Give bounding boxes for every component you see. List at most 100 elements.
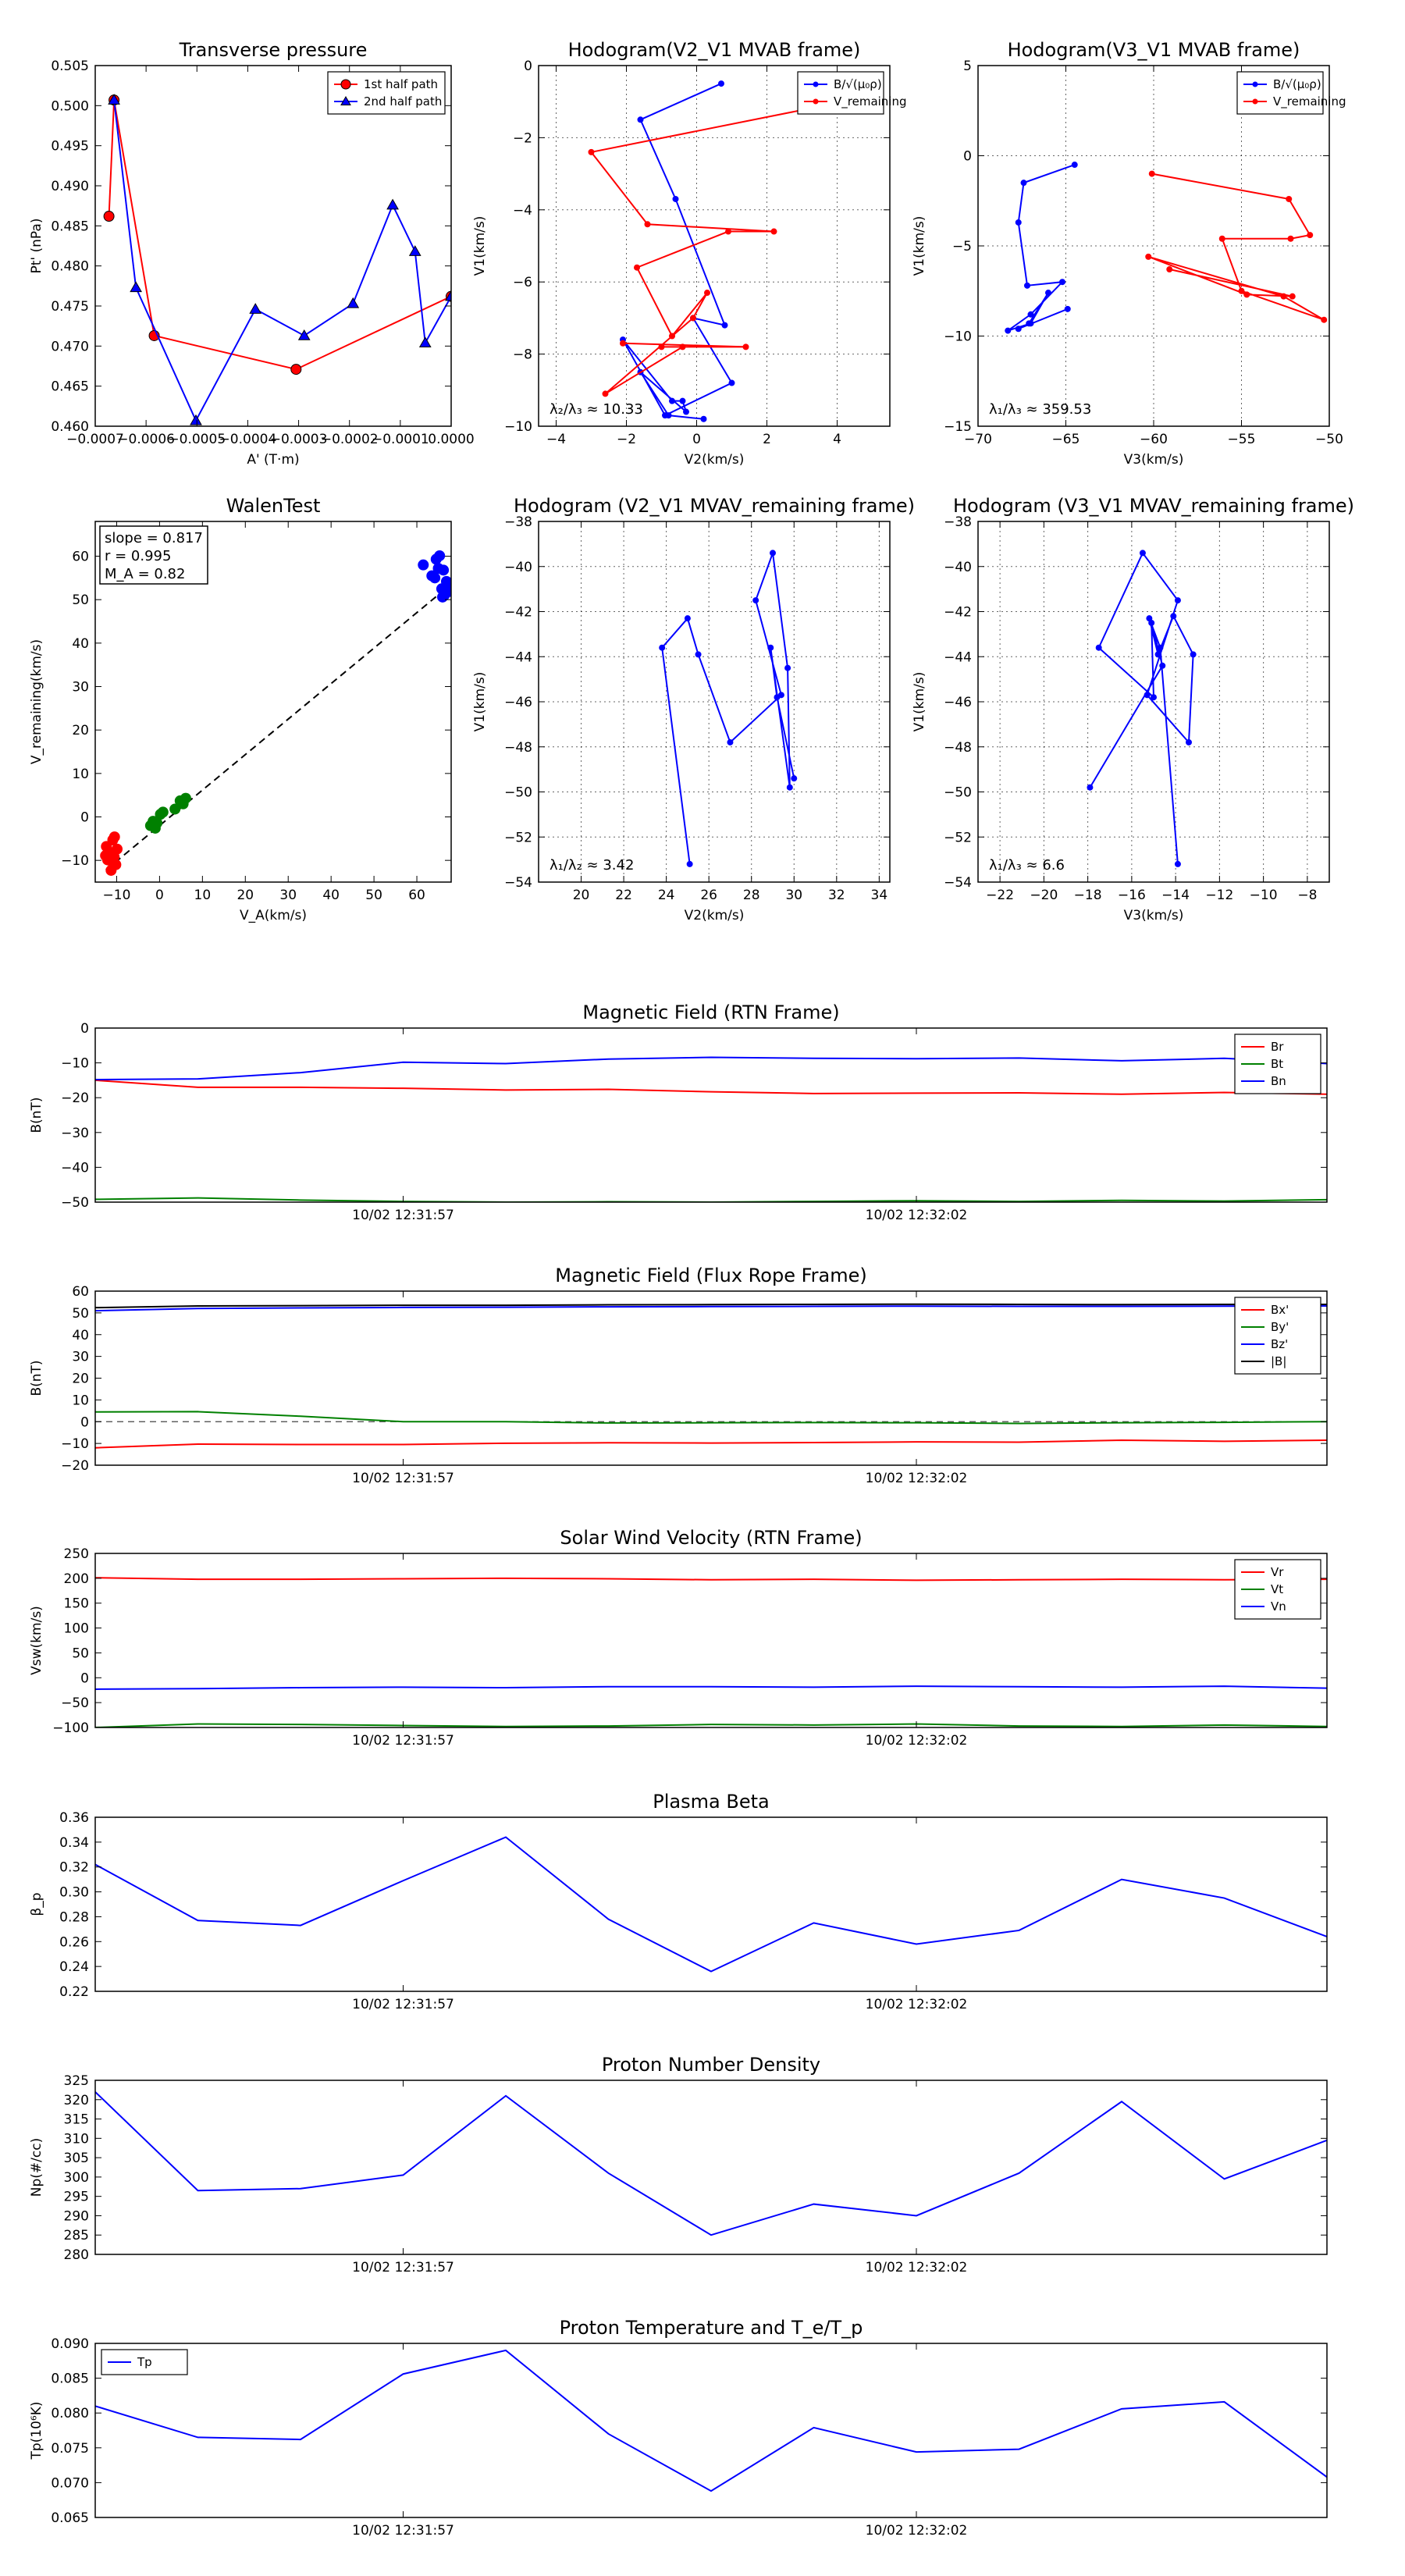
axes-frame	[94, 1816, 1328, 1992]
legend: Br Bt Bn	[1234, 1034, 1321, 1094]
series-0-point	[1015, 326, 1022, 333]
y-tick-label: −10	[61, 1056, 89, 1072]
y-axis-label: V1(km/s)	[912, 216, 927, 276]
chart-solar-wind-velocity: 10/02 12:31:57 10/02 12:32:02 −100 −50 0 50 10…	[29, 1527, 1328, 1749]
y-tick-label: −42	[504, 605, 532, 621]
legend-label: Bx'	[1271, 1303, 1289, 1317]
fit-line	[105, 585, 450, 871]
y-tick-label: 310	[64, 2131, 89, 2147]
series-0-line	[95, 2091, 1327, 2236]
data-layer	[95, 1836, 1327, 1973]
y-tick-label: 285	[64, 2228, 89, 2243]
y-tick-label: 200	[64, 1571, 89, 1587]
x-tick-label: −0.0003	[270, 432, 328, 447]
y-tick-label: 0.070	[51, 2475, 89, 2491]
y-axis-label: β_p	[29, 1892, 44, 1916]
x-tick-label: 4	[833, 432, 841, 447]
x-axis-label: V3(km/s)	[1124, 908, 1184, 923]
x-tick-label: −18	[1074, 888, 1102, 903]
series-1-point	[347, 297, 360, 308]
series-0-point	[1170, 613, 1177, 620]
y-tick-label: −50	[504, 785, 532, 801]
data-layer	[1087, 550, 1197, 867]
series-0-point	[1144, 692, 1151, 699]
y-tick-label: 0.065	[51, 2510, 89, 2526]
axes-frame	[94, 521, 452, 883]
y-tick-label: −48	[944, 740, 972, 756]
series-2-point	[434, 550, 446, 561]
data-layer	[659, 550, 798, 867]
x-tick-label: 32	[828, 888, 845, 903]
data-layer	[95, 1303, 1327, 1449]
chart-title: Hodogram(V2_V1 MVAB frame)	[568, 39, 861, 61]
y-axis-label: V_remaining(km/s)	[29, 639, 44, 764]
series-0-point	[108, 831, 120, 843]
legend-marker	[340, 95, 351, 105]
y-tick-label: −46	[504, 695, 532, 710]
x-tick-label: −0.0005	[168, 432, 226, 447]
x-tick-label: −0.0004	[219, 432, 277, 447]
y-tick-label: −20	[61, 1458, 89, 1474]
y-tick-label: −30	[61, 1126, 89, 1141]
y-tick-label: 0.34	[59, 1835, 89, 1851]
series-1-point	[1321, 316, 1328, 323]
x-tick-label: −0.0007	[66, 432, 124, 447]
x-tick-label: 10/02 12:32:02	[866, 2260, 968, 2275]
x-tick-label: −50	[1315, 432, 1343, 447]
series-0-point	[727, 738, 734, 745]
series-0-point	[103, 211, 115, 222]
y-tick-label: 0.26	[59, 1934, 89, 1950]
y-tick-label: −4	[513, 203, 532, 219]
y-tick-label: 325	[64, 2073, 89, 2089]
series-0-point	[1071, 162, 1078, 169]
legend-label: Vt	[1271, 1582, 1283, 1596]
y-tick-label: 10	[72, 1393, 89, 1408]
eigenvalue-ratio-label: λ₁/λ₃ ≈ 6.6	[989, 857, 1065, 873]
legend-label: 2nd half path	[364, 94, 442, 109]
x-tick-label: 10/02 12:32:02	[866, 1997, 968, 2012]
series-0-point	[752, 597, 759, 604]
chart-hodogram-v3v1-mvab: −70 −65 −60 −55 −50−15−10−505Hodogram(V3_V1 …	[912, 39, 1346, 468]
x-tick-label: 22	[615, 888, 632, 903]
series-1-point	[679, 343, 686, 350]
legend: Vr Vt Vn	[1234, 1559, 1321, 1620]
series-1-point	[644, 221, 651, 228]
series-0-point	[767, 644, 774, 651]
y-tick-label: −40	[944, 560, 972, 575]
chart-transverse-pressure: −0.0007−0.0006−0.0005−0.0004−0.0003−0.00…	[29, 39, 475, 468]
chart-title: Hodogram (V2_V1 MVAV_remaining frame)	[514, 495, 915, 517]
series-1-point	[1238, 287, 1245, 294]
series-0-point	[1139, 550, 1146, 557]
x-tick-label: −0.0001	[372, 432, 429, 447]
y-tick-label: 40	[72, 636, 89, 652]
stats-text: M_A = 0.82	[105, 566, 185, 582]
x-tick-label: 2	[763, 432, 771, 447]
series-1-point	[690, 315, 696, 322]
series-2-point	[418, 559, 429, 571]
y-tick-label: −40	[61, 1160, 89, 1176]
series-0-line	[95, 1836, 1327, 1973]
y-tick-label: 280	[64, 2247, 89, 2263]
x-tick-label: 10/02 12:31:57	[352, 2260, 454, 2275]
series-1-point	[742, 343, 749, 350]
series-0-point	[1015, 219, 1022, 226]
legend-marker	[340, 79, 351, 90]
y-tick-label: −20	[61, 1091, 89, 1106]
y-tick-label: 0.30	[59, 1885, 89, 1901]
series-0-point	[1174, 597, 1181, 604]
y-tick-label: 0.090	[51, 2336, 89, 2352]
x-tick-label: 0.0000	[428, 432, 474, 447]
data-layer	[95, 2091, 1327, 2236]
series-1-point	[418, 336, 432, 347]
y-tick-label: 0	[524, 59, 532, 74]
series-0-point	[786, 784, 793, 791]
x-tick-label: −14	[1161, 888, 1190, 903]
y-tick-label: 10	[72, 767, 89, 782]
y-axis-label: V1(km/s)	[912, 672, 927, 732]
data-layer	[588, 80, 848, 422]
series-0-point	[672, 195, 679, 202]
y-tick-label: 290	[64, 2208, 89, 2224]
legend: 1st half path 2nd half path	[327, 71, 446, 115]
y-tick-label: 40	[72, 1328, 89, 1343]
